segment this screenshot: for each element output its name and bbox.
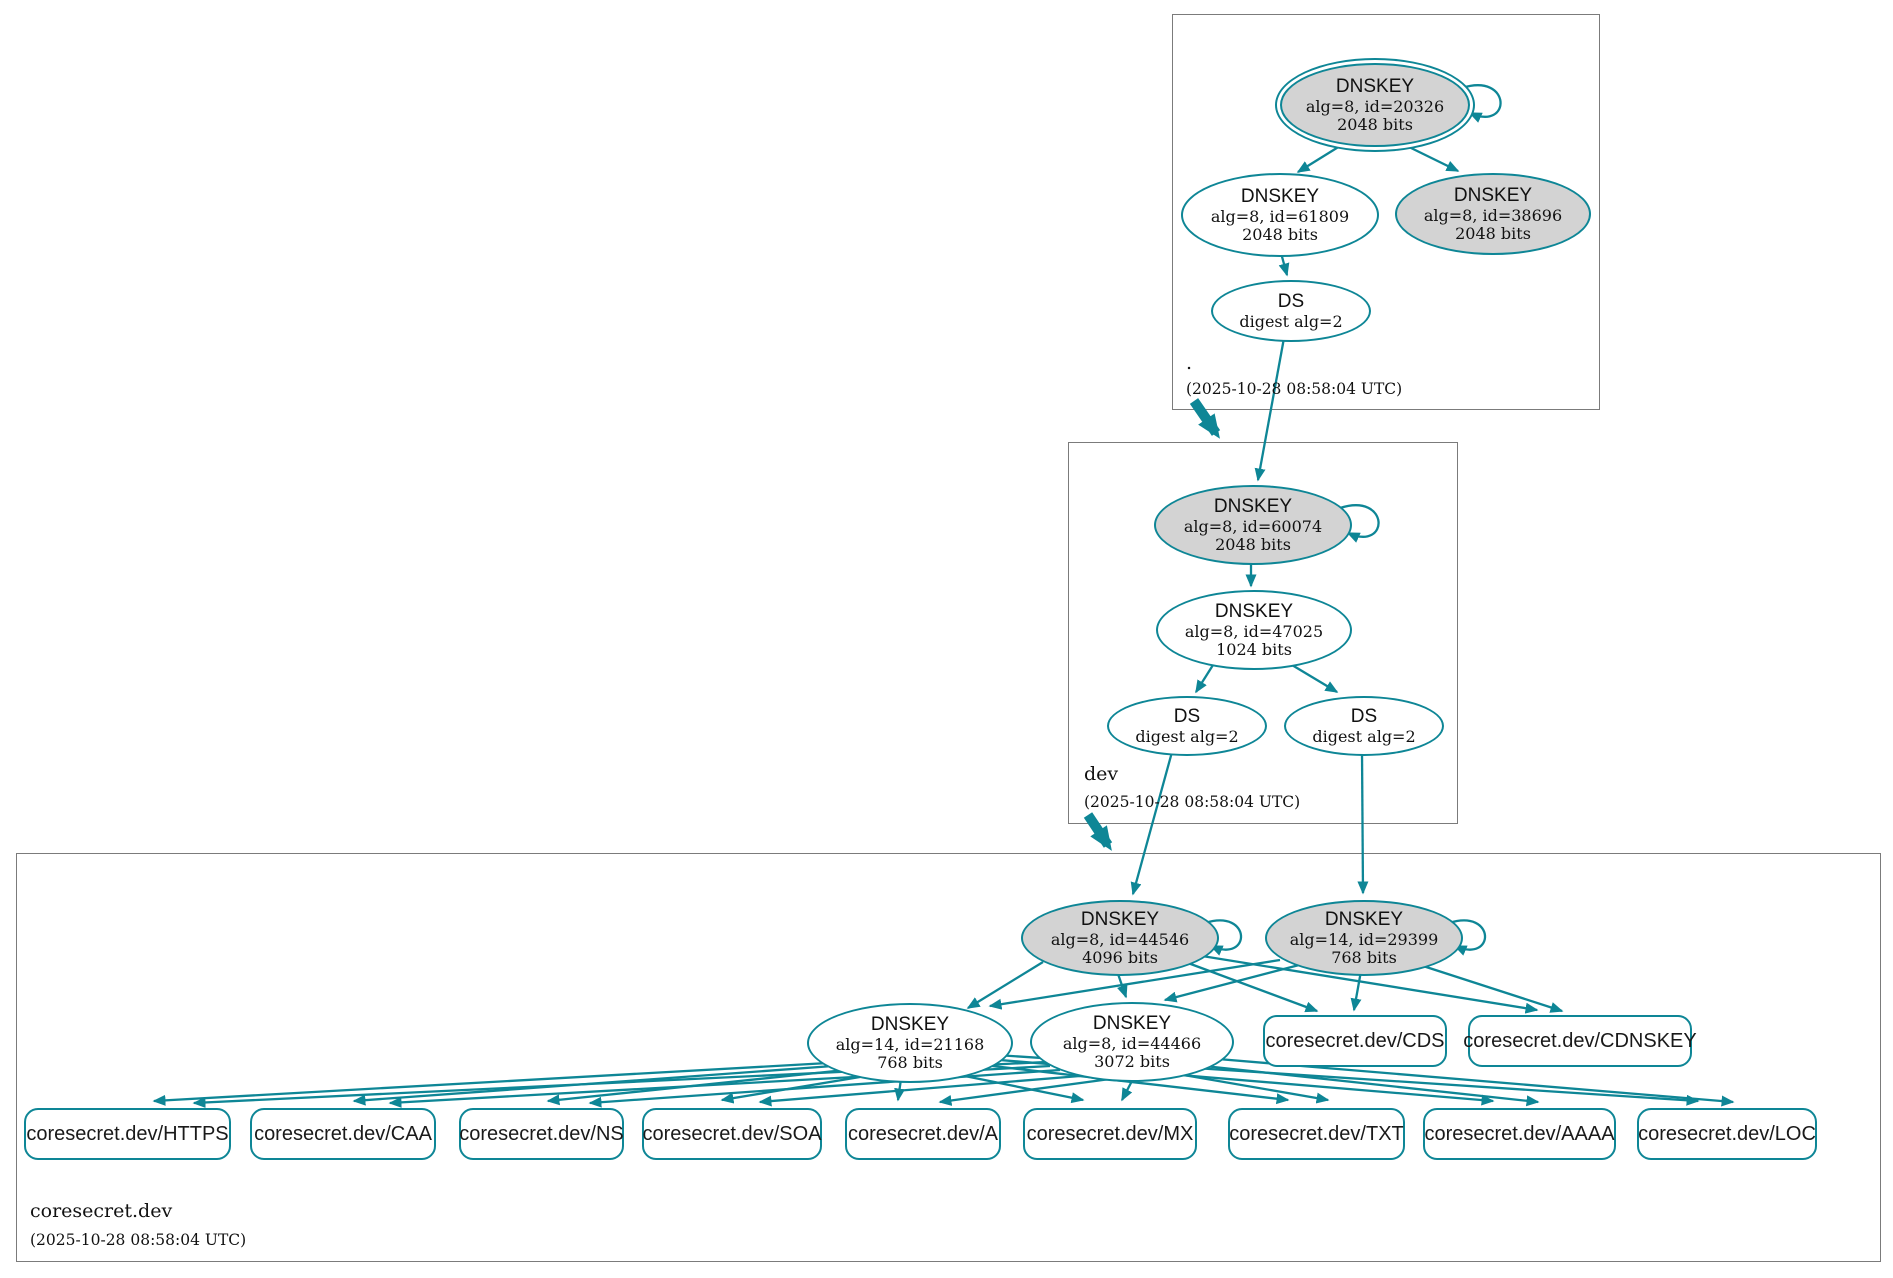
dnskey-alg-id: alg=14, id=21168	[835, 1034, 985, 1054]
ds-title: DS	[1350, 706, 1378, 728]
rrset-loc: coresecret.dev/LOC	[1637, 1108, 1817, 1160]
dnskey-title: DNSKEY	[1214, 601, 1294, 623]
dnskey-bits: 1024 bits	[1216, 639, 1292, 659]
dnskey-alg-id: alg=8, id=20326	[1305, 96, 1445, 116]
dnskey-node-38696: DNSKEY alg=8, id=38696 2048 bits	[1395, 173, 1591, 255]
dnskey-bits: 2048 bits	[1242, 224, 1318, 244]
dnskey-title: DNSKEY	[1324, 909, 1404, 931]
dnskey-title: DNSKEY	[870, 1014, 950, 1036]
rrset-cdnskey: coresecret.dev/CDNSKEY	[1463, 1015, 1697, 1067]
rrset-cds: coresecret.dev/CDS	[1263, 1015, 1447, 1067]
dnskey-alg-id: alg=14, id=29399	[1289, 929, 1439, 949]
dnskey-title: DNSKEY	[1335, 76, 1415, 98]
dnskey-bits: 2048 bits	[1455, 223, 1531, 243]
zone-box-coresecret-dev	[16, 853, 1881, 1262]
rrset-mx: coresecret.dev/MX	[1023, 1108, 1197, 1160]
ds-node-dev-left: DS digest alg=2	[1107, 696, 1267, 756]
ds-digest: digest alg=2	[1135, 726, 1239, 746]
ds-digest: digest alg=2	[1239, 311, 1343, 331]
rrset-a: coresecret.dev/A	[845, 1108, 1001, 1160]
zone-timestamp-root: (2025-10-28 08:58:04 UTC)	[1186, 380, 1403, 398]
dnskey-node-44546: DNSKEY alg=8, id=44546 4096 bits	[1021, 900, 1219, 976]
dnskey-title: DNSKEY	[1092, 1013, 1172, 1035]
dnskey-bits: 768 bits	[1331, 947, 1397, 967]
ds-node-dev-right: DS digest alg=2	[1284, 696, 1444, 756]
dnskey-bits: 768 bits	[877, 1052, 943, 1072]
dnskey-bits: 2048 bits	[1215, 534, 1291, 554]
zone-label-dev: dev	[1084, 763, 1119, 785]
rrset-caa: coresecret.dev/CAA	[250, 1108, 436, 1160]
dnskey-title: DNSKEY	[1240, 186, 1320, 208]
zone-timestamp-dev: (2025-10-28 08:58:04 UTC)	[1084, 793, 1301, 811]
dnskey-node-47025: DNSKEY alg=8, id=47025 1024 bits	[1156, 590, 1352, 670]
dnskey-title: DNSKEY	[1080, 909, 1160, 931]
dnskey-alg-id: alg=8, id=44546	[1050, 929, 1190, 949]
dnskey-alg-id: alg=8, id=38696	[1423, 205, 1563, 225]
ds-digest: digest alg=2	[1312, 726, 1416, 746]
ds-title: DS	[1277, 291, 1305, 313]
dnskey-alg-id: alg=8, id=60074	[1183, 516, 1323, 536]
dnskey-title: DNSKEY	[1213, 496, 1293, 518]
dnskey-title: DNSKEY	[1453, 185, 1533, 207]
dnskey-bits: 4096 bits	[1082, 947, 1158, 967]
dnskey-alg-id: alg=8, id=61809	[1210, 206, 1350, 226]
dnskey-bits: 3072 bits	[1094, 1051, 1170, 1071]
rrset-ns: coresecret.dev/NS	[459, 1108, 624, 1160]
dnskey-node-60074: DNSKEY alg=8, id=60074 2048 bits	[1154, 485, 1352, 565]
zone-timestamp-coresecret-dev: (2025-10-28 08:58:04 UTC)	[30, 1231, 247, 1249]
rrset-aaaa: coresecret.dev/AAAA	[1423, 1108, 1616, 1160]
dnskey-alg-id: alg=8, id=44466	[1062, 1033, 1202, 1053]
rrset-soa: coresecret.dev/SOA	[642, 1108, 822, 1160]
dnskey-node-29399: DNSKEY alg=14, id=29399 768 bits	[1265, 900, 1463, 976]
dnskey-bits: 2048 bits	[1337, 114, 1413, 134]
dnskey-node-61809: DNSKEY alg=8, id=61809 2048 bits	[1181, 173, 1379, 257]
dnskey-node-44466: DNSKEY alg=8, id=44466 3072 bits	[1030, 1002, 1234, 1082]
zone-label-root: .	[1186, 352, 1193, 374]
dnskey-node-ksk-20326: DNSKEY alg=8, id=20326 2048 bits	[1275, 58, 1475, 152]
zone-label-coresecret-dev: coresecret.dev	[30, 1200, 173, 1222]
ds-title: DS	[1173, 706, 1201, 728]
dnskey-alg-id: alg=8, id=47025	[1184, 621, 1324, 641]
rrset-txt: coresecret.dev/TXT	[1228, 1108, 1405, 1160]
zone-box-root	[1172, 14, 1600, 410]
rrset-https: coresecret.dev/HTTPS	[24, 1108, 231, 1160]
ds-node-root: DS digest alg=2	[1211, 280, 1371, 342]
dnskey-node-21168: DNSKEY alg=14, id=21168 768 bits	[807, 1003, 1013, 1083]
